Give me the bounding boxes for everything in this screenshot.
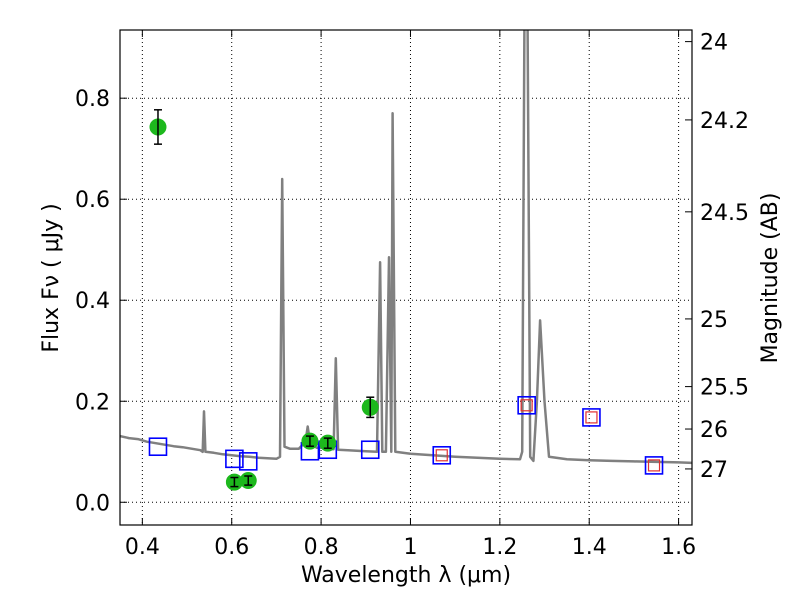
y-tick-label: 0.8 bbox=[75, 87, 110, 112]
right-axis-label: Magnitude (AB) bbox=[758, 193, 783, 364]
model-point bbox=[432, 445, 452, 465]
right-tick-label: 24.5 bbox=[700, 201, 749, 226]
model-point-inner bbox=[647, 459, 661, 472]
spectrum-line bbox=[120, 30, 692, 465]
y-tick-label: 0.2 bbox=[75, 390, 110, 415]
model-point bbox=[360, 440, 380, 460]
y-tick-label: 0.0 bbox=[75, 491, 110, 516]
x-tick-label: 1 bbox=[403, 535, 417, 560]
x-tick-label: 0.6 bbox=[214, 535, 249, 560]
right-tick-label: 24 bbox=[700, 31, 728, 56]
y-tick-label: 0.6 bbox=[75, 188, 110, 213]
model-point bbox=[582, 408, 601, 427]
ticks: 0.4 0.6 0.8 1 1.2 1.4 1.6 0.0 0.2 0.4 0.6 0.8 24 24.2… bbox=[75, 30, 749, 560]
plot-frame bbox=[119, 29, 693, 526]
x-tick-label: 1.6 bbox=[661, 535, 696, 560]
observed-photometry-layer bbox=[149, 109, 379, 491]
right-tick-label: 24.2 bbox=[700, 109, 749, 134]
spectrum-layer bbox=[120, 30, 692, 465]
model-point bbox=[238, 452, 258, 471]
x-tick-label: 0.8 bbox=[304, 535, 339, 560]
model-point-inner bbox=[520, 399, 533, 412]
right-tick-label: 26 bbox=[700, 418, 728, 443]
x-axis-label: Wavelength λ (μm) bbox=[301, 563, 511, 588]
model-point bbox=[644, 456, 664, 475]
x-tick-label: 0.4 bbox=[125, 535, 160, 560]
y-tick-label: 0.4 bbox=[75, 289, 110, 314]
right-tick-label: 25 bbox=[700, 308, 728, 333]
x-tick-label: 1.2 bbox=[482, 535, 517, 560]
y-axis-label: Flux Fν ( μJy ) bbox=[39, 203, 64, 352]
model-point-inner bbox=[585, 411, 598, 424]
x-tick-label: 1.4 bbox=[572, 535, 607, 560]
right-tick-label: 25.5 bbox=[700, 376, 749, 401]
model-point bbox=[225, 449, 244, 469]
right-tick-label: 27 bbox=[700, 458, 728, 483]
model-point bbox=[517, 395, 536, 415]
model-point bbox=[148, 437, 168, 457]
model-point-inner bbox=[435, 449, 448, 462]
model-photometry-layer bbox=[148, 395, 664, 475]
